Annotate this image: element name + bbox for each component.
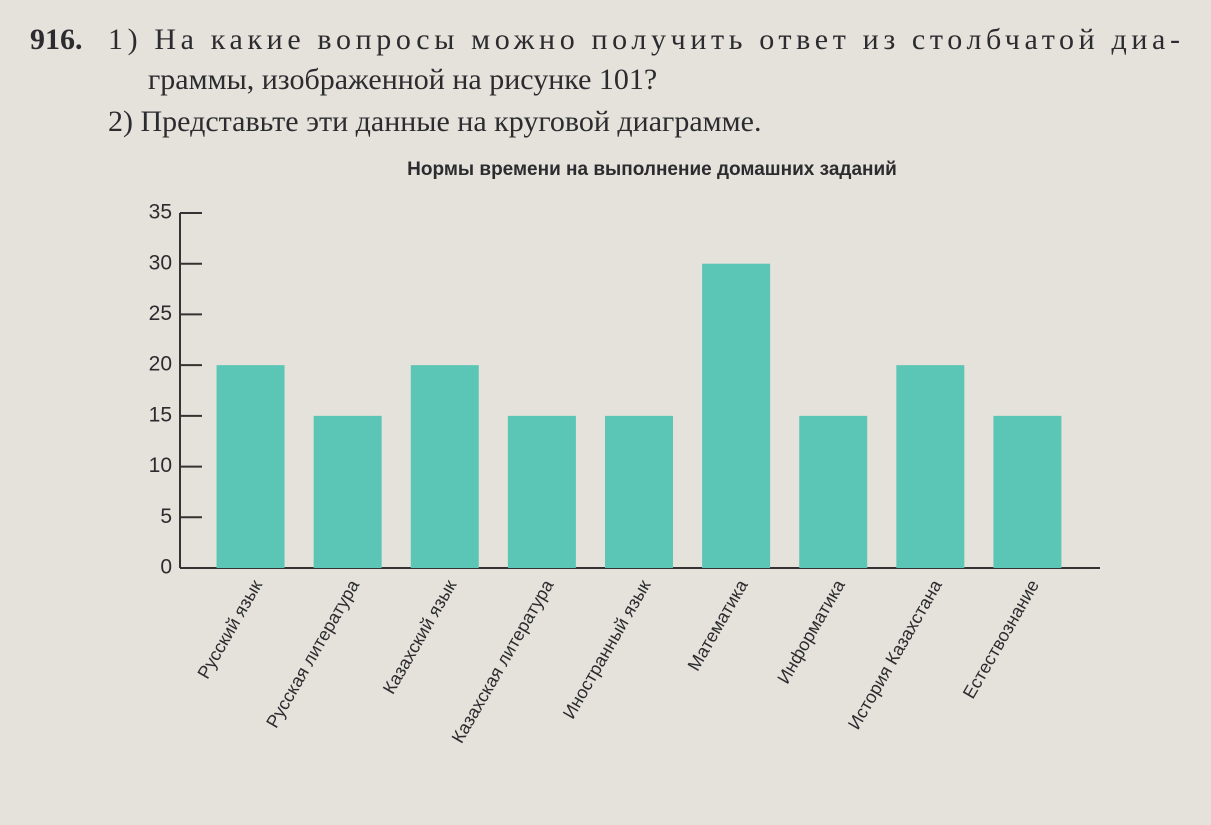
bar: [605, 415, 673, 568]
y-tick-label: 20: [149, 353, 172, 376]
bar: [799, 415, 868, 568]
y-tick-label: 5: [160, 505, 172, 528]
y-tick-label: 25: [149, 302, 172, 325]
y-tick-label: 10: [149, 454, 172, 477]
problem-line: граммы, изображенной на рисунке 101?: [148, 63, 657, 96]
y-tick-label: 35: [149, 201, 172, 224]
problem-line: 2) Представьте эти данные на круговой ди…: [108, 105, 761, 138]
y-tick-label: 0: [160, 556, 172, 579]
bar: [507, 415, 576, 568]
bar: [896, 365, 965, 568]
bar: [702, 263, 771, 568]
y-tick-label: 30: [149, 251, 172, 274]
bar: [410, 365, 479, 568]
problem-line: 1) На какие вопросы можно получить ответ…: [108, 23, 1180, 56]
problem-number: 916.: [30, 23, 83, 56]
y-tick-label: 15: [149, 403, 172, 426]
bar: [313, 415, 382, 568]
bar: [216, 365, 285, 568]
bar: [993, 415, 1062, 568]
chart-title: Нормы времени на выполнение домашних зад…: [407, 159, 897, 180]
